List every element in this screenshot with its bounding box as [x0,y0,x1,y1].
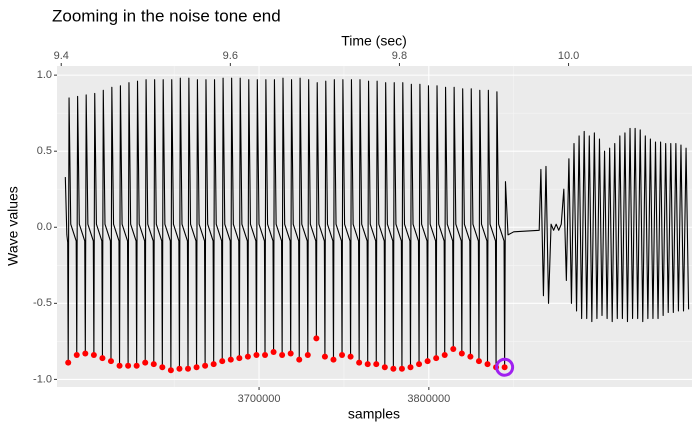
min-point [82,350,89,357]
y-tick-label: 0.0 [37,221,52,233]
min-point [484,361,491,368]
y-tick-label: 1.0 [37,69,52,81]
min-point [133,362,140,369]
min-point [407,364,414,371]
min-point [227,356,234,363]
min-point [313,335,320,342]
x2-tick-label: 9.6 [223,50,238,62]
min-point [475,358,482,365]
min-point [176,365,183,372]
y-tick-label: -1.0 [33,373,52,385]
min-point [65,359,72,366]
min-point [125,362,132,369]
min-point [287,350,294,357]
min-point [356,359,363,366]
min-point [244,353,251,360]
min-point [450,345,457,352]
min-point [458,350,465,357]
min-point [202,362,209,369]
min-point [99,355,106,362]
min-point [210,361,217,368]
x2-tick-label: 9.8 [392,50,407,62]
min-point [116,362,123,369]
min-point [73,352,80,359]
min-point [262,352,269,359]
min-point [185,365,192,372]
y-tick-label: -0.5 [33,297,52,309]
min-point [330,356,337,363]
min-point [433,355,440,362]
x2-tick-label: 10.0 [558,50,579,62]
min-point [364,361,371,368]
x-axis-title: samples [348,406,400,422]
chart-title: Zooming in the noise tone end [52,6,281,25]
min-point [279,352,286,359]
min-point [90,352,97,359]
min-point [390,365,397,372]
min-point [159,364,166,371]
min-point [373,361,380,368]
min-point [270,349,277,356]
x-tick-label: 3700000 [238,393,281,405]
min-point [253,352,260,359]
min-point [321,353,328,360]
min-point [150,361,157,368]
min-point [236,355,243,362]
min-point [416,361,423,368]
min-point [296,356,303,363]
min-point [501,364,508,371]
min-point [424,358,431,365]
min-point [347,353,354,360]
min-point [193,364,200,371]
x2-axis-title: Time (sec) [341,33,407,49]
min-point [398,365,405,372]
min-point [441,352,448,359]
min-point [142,359,149,366]
min-point [467,353,474,360]
min-point [339,352,346,359]
y-tick-label: 0.5 [37,145,52,157]
min-point [167,367,174,374]
min-point [107,358,114,365]
highlight-ring [495,357,515,377]
min-point [304,352,311,359]
min-point [381,364,388,371]
x-tick-label: 3800000 [407,393,450,405]
y-axis-title: Wave values [5,186,21,266]
panel [57,66,692,387]
min-point [219,358,226,365]
x2-tick-label: 9.4 [54,50,69,62]
